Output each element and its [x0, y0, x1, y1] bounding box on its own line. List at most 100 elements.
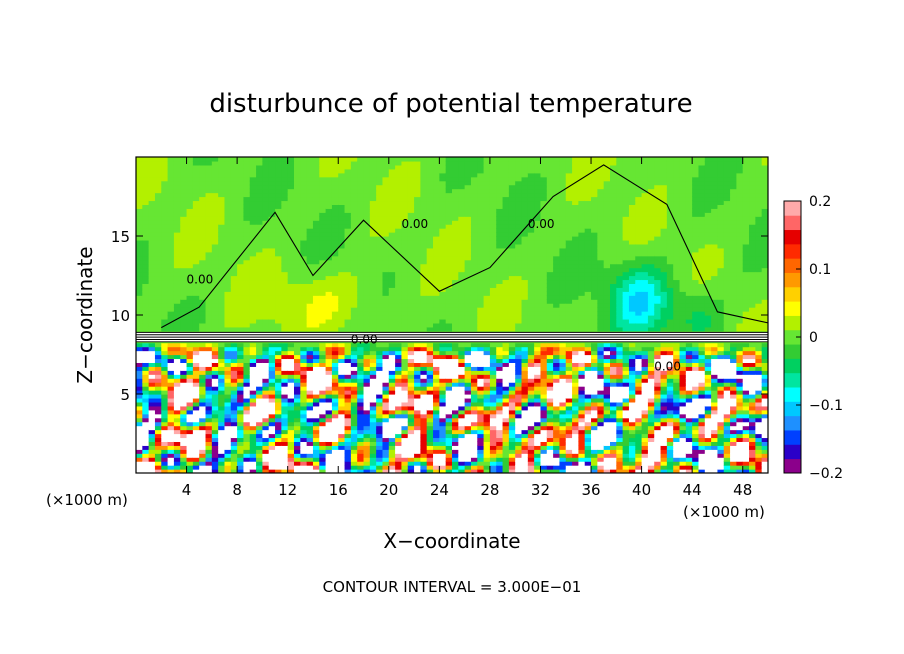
- heatmap-cell: [256, 453, 263, 458]
- heatmap-cell: [312, 465, 320, 470]
- heatmap-cell: [224, 299, 232, 304]
- heatmap-cell: [496, 247, 504, 253]
- heatmap-cell: [363, 405, 371, 411]
- heatmap-cell: [338, 401, 346, 407]
- heatmap-cell: [268, 236, 276, 241]
- heatmap-cell: [338, 208, 346, 213]
- heatmap-cell: [230, 220, 238, 225]
- heatmap-cell: [142, 172, 150, 178]
- heatmap-cell: [268, 295, 276, 300]
- heatmap-cell: [489, 449, 497, 454]
- heatmap-cell: [148, 405, 156, 411]
- heatmap-cell: [230, 409, 238, 415]
- heatmap-cell: [350, 157, 358, 162]
- heatmap-cell: [470, 188, 478, 194]
- heatmap-cell: [458, 188, 466, 194]
- heatmap-cell: [268, 263, 276, 269]
- heatmap-cell: [243, 374, 251, 379]
- heatmap-cell: [521, 307, 529, 312]
- heatmap-cell: [369, 322, 377, 328]
- heatmap-cell: [218, 413, 226, 419]
- heatmap-cell: [186, 291, 194, 296]
- heatmap-cell: [357, 457, 365, 462]
- heatmap-cell: [306, 405, 314, 411]
- heatmap-cell: [319, 394, 327, 399]
- heatmap-cell: [148, 358, 156, 363]
- heatmap-cell: [275, 263, 282, 269]
- heatmap-cell: [376, 287, 384, 292]
- heatmap-cell: [256, 370, 263, 375]
- heatmap-cell: [218, 350, 226, 356]
- heatmap-cell: [401, 311, 409, 316]
- heatmap-cell: [167, 417, 175, 423]
- heatmap-cell: [306, 287, 314, 292]
- heatmap-cell: [508, 267, 516, 273]
- heatmap-cell: [268, 287, 276, 292]
- heatmap-cell: [268, 409, 276, 415]
- heatmap-cell: [464, 390, 472, 395]
- heatmap-cell: [426, 220, 434, 225]
- heatmap-cell: [414, 263, 421, 269]
- heatmap-cell: [508, 172, 516, 178]
- heatmap-cell: [148, 184, 156, 190]
- heatmap-cell: [275, 180, 282, 186]
- heatmap-cell: [382, 239, 390, 245]
- heatmap-cell: [338, 271, 346, 277]
- heatmap-cell: [344, 449, 352, 454]
- heatmap-cell: [161, 295, 169, 300]
- heatmap-cell: [199, 259, 207, 265]
- heatmap-cell: [205, 370, 213, 375]
- heatmap-cell: [426, 243, 434, 249]
- heatmap-cell: [237, 358, 245, 363]
- heatmap-cell: [173, 267, 181, 273]
- heatmap-cell: [136, 263, 143, 269]
- heatmap-cell: [350, 255, 358, 261]
- heatmap-cell: [420, 188, 428, 194]
- heatmap-cell: [502, 295, 510, 300]
- heatmap-cell: [515, 449, 523, 454]
- heatmap-cell: [483, 204, 491, 209]
- heatmap-cell: [142, 311, 150, 316]
- heatmap-cell: [401, 168, 409, 174]
- heatmap-cell: [369, 378, 377, 383]
- heatmap-cell: [249, 291, 257, 296]
- heatmap-cell: [256, 168, 263, 174]
- heatmap-cell: [527, 433, 535, 439]
- heatmap-cell: [281, 307, 289, 312]
- heatmap-cell: [211, 303, 219, 308]
- heatmap-cell: [458, 457, 466, 462]
- heatmap-cell: [224, 421, 232, 427]
- heatmap-cell: [275, 409, 282, 415]
- heatmap-cell: [502, 429, 510, 435]
- heatmap-cell: [452, 192, 459, 198]
- heatmap-cell: [452, 263, 459, 269]
- heatmap-cell: [344, 299, 352, 304]
- heatmap-cell: [312, 176, 320, 182]
- heatmap-cell: [211, 413, 219, 419]
- heatmap-cell: [211, 295, 219, 300]
- heatmap-cell: [218, 236, 226, 241]
- heatmap-cell: [192, 283, 200, 288]
- heatmap-cell: [256, 421, 263, 427]
- heatmap-cell: [515, 259, 523, 265]
- heatmap-cell: [521, 255, 529, 261]
- heatmap-cell: [256, 362, 263, 367]
- heatmap-cell: [464, 295, 472, 300]
- heatmap-cell: [458, 429, 466, 435]
- heatmap-cell: [262, 350, 270, 356]
- heatmap-cell: [306, 311, 314, 316]
- heatmap-cell: [433, 465, 440, 470]
- heatmap-cell: [515, 342, 523, 348]
- heatmap-cell: [319, 184, 327, 190]
- heatmap-cell: [331, 322, 339, 328]
- heatmap-cell: [439, 180, 447, 186]
- heatmap-cell: [312, 204, 320, 209]
- heatmap-cell: [338, 212, 346, 217]
- heatmap-cell: [161, 180, 169, 186]
- heatmap-cell: [369, 449, 377, 454]
- heatmap-cell: [148, 283, 156, 288]
- heatmap-cell: [338, 350, 346, 356]
- heatmap-cell: [287, 267, 295, 273]
- heatmap-cell: [180, 228, 188, 233]
- heatmap-cell: [243, 255, 251, 261]
